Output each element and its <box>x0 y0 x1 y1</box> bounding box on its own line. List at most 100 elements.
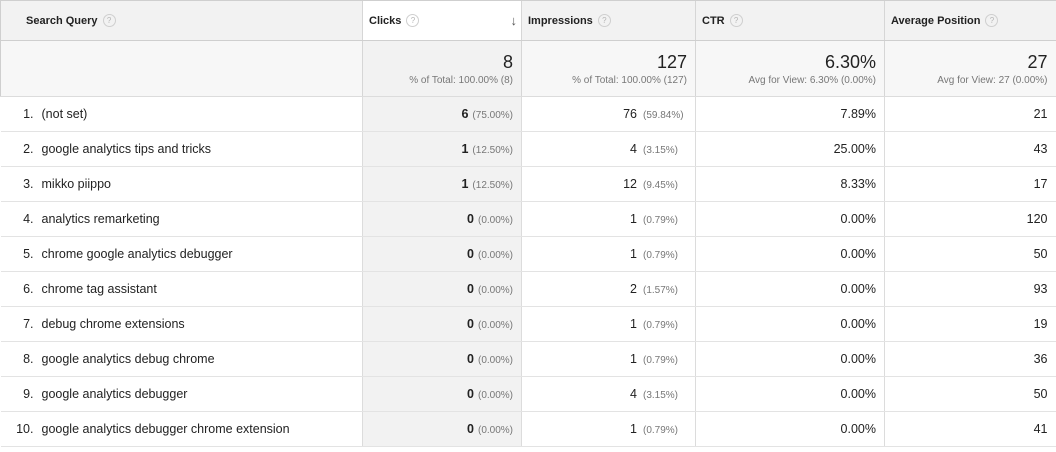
query-cell: 3. mikko piippo <box>0 166 363 202</box>
row-rank: 6. <box>23 282 34 296</box>
ctr-value: 0.00% <box>840 422 876 436</box>
impressions-value: 2 <box>630 282 637 296</box>
clicks-percent: (0.00%) <box>477 215 513 226</box>
impressions-cell: 1 (0.79%) <box>521 236 696 272</box>
search-query-link[interactable]: mikko piippo <box>41 177 111 191</box>
clicks-value: 0 <box>467 317 474 331</box>
row-rank: 8. <box>23 352 34 366</box>
impressions-cell: 76 (59.84%) <box>521 96 696 132</box>
search-query-link[interactable]: debug chrome extensions <box>41 317 185 331</box>
column-header-impressions[interactable]: Impressions? <box>521 0 696 41</box>
average-position-cell: 36 <box>884 341 1056 377</box>
search-query-link[interactable]: chrome tag assistant <box>41 282 157 296</box>
clicks-value: 0 <box>467 212 474 226</box>
help-icon[interactable]: ? <box>729 14 743 27</box>
table-row: 6. chrome tag assistant 0 (0.00%) 2 (1.57%)… <box>0 271 1056 307</box>
column-header-ctr[interactable]: CTR? <box>695 0 885 41</box>
table-row: 5. chrome google analytics debugger 0 (0.0… <box>0 236 1056 272</box>
sort-descending-icon[interactable]: ↓ <box>510 13 518 28</box>
totals-average-position: 27 Avg for View: 27 (0.00%) <box>884 40 1056 97</box>
help-icon[interactable]: ? <box>406 14 420 27</box>
impressions-cell: 2 (1.57%) <box>521 271 696 307</box>
search-query-link[interactable]: (not set) <box>41 107 88 121</box>
row-rank: 4. <box>23 212 34 226</box>
average-position-value: 17 <box>1033 177 1048 191</box>
search-query-link[interactable]: google analytics debugger chrome extensi… <box>41 422 290 436</box>
average-position-value: 50 <box>1033 387 1048 401</box>
clicks-cell: 1 (12.50%) <box>362 131 522 167</box>
help-icon[interactable]: ? <box>597 14 611 27</box>
help-icon[interactable]: ? <box>985 14 999 27</box>
row-rank: 1. <box>23 107 34 121</box>
impressions-percent: (0.79%) <box>643 215 679 226</box>
impressions-value: 1 <box>630 317 637 331</box>
impressions-percent: (0.79%) <box>643 355 679 366</box>
search-query-link[interactable]: google analytics debug chrome <box>41 352 215 366</box>
ctr-value: 0.00% <box>840 387 876 401</box>
clicks-percent: (0.00%) <box>477 425 513 436</box>
clicks-cell: 0 (0.00%) <box>362 341 522 377</box>
impressions-cell: 1 (0.79%) <box>521 306 696 342</box>
table-row: 7. debug chrome extensions 0 (0.00%) 1 (0.7… <box>0 306 1056 342</box>
average-position-cell: 50 <box>884 236 1056 272</box>
ctr-value: 7.89% <box>840 107 876 121</box>
column-header-average-position[interactable]: Average Position? <box>884 0 1056 41</box>
impressions-value: 4 <box>630 387 637 401</box>
table-row: 3. mikko piippo 1 (12.50%) 12 (9.45%) 8.33%… <box>0 166 1056 202</box>
total-value: 6.30% <box>824 52 876 72</box>
average-position-value: 93 <box>1033 282 1048 296</box>
query-cell: 4. analytics remarketing <box>0 201 363 237</box>
query-cell: 9. google analytics debugger <box>0 376 363 412</box>
clicks-cell: 0 (0.00%) <box>362 306 522 342</box>
clicks-value: 0 <box>467 352 474 366</box>
ctr-cell: 0.00% <box>695 236 885 272</box>
column-header-label: Clicks <box>369 15 402 27</box>
help-icon[interactable]: ? <box>102 14 116 27</box>
impressions-value: 4 <box>630 142 637 156</box>
impressions-percent: (9.45%) <box>643 180 679 191</box>
table-row: 8. google analytics debug chrome 0 (0.00%)… <box>0 341 1056 377</box>
impressions-cell: 4 (3.15%) <box>521 131 696 167</box>
clicks-value: 0 <box>467 422 474 436</box>
impressions-value: 76 <box>623 107 637 121</box>
column-header-label: Search Query <box>26 15 98 27</box>
clicks-percent: (0.00%) <box>477 390 513 401</box>
query-cell: 7. debug chrome extensions <box>0 306 363 342</box>
search-query-link[interactable]: analytics remarketing <box>41 212 160 226</box>
search-query-link[interactable]: google analytics tips and tricks <box>41 142 212 156</box>
average-position-value: 21 <box>1033 107 1048 121</box>
total-subtext: % of Total: 100.00% (8) <box>409 75 513 86</box>
average-position-value: 43 <box>1033 142 1048 156</box>
ctr-value: 25.00% <box>833 142 876 156</box>
column-header-label: Average Position <box>891 15 981 27</box>
average-position-value: 36 <box>1033 352 1048 366</box>
average-position-cell: 41 <box>884 411 1056 447</box>
column-header-label: Impressions <box>528 15 593 27</box>
impressions-value: 12 <box>623 177 637 191</box>
impressions-cell: 1 (0.79%) <box>521 201 696 237</box>
row-rank: 9. <box>23 387 34 401</box>
clicks-percent: (0.00%) <box>477 285 513 296</box>
column-header-label: CTR <box>702 15 725 27</box>
clicks-percent: (12.50%) <box>472 180 513 191</box>
ctr-value: 0.00% <box>840 317 876 331</box>
ctr-cell: 0.00% <box>695 271 885 307</box>
ctr-cell: 0.00% <box>695 306 885 342</box>
search-query-link[interactable]: google analytics debugger <box>41 387 188 401</box>
ctr-cell: 0.00% <box>695 411 885 447</box>
impressions-cell: 4 (3.15%) <box>521 376 696 412</box>
average-position-cell: 50 <box>884 376 1056 412</box>
column-header-clicks[interactable]: Clicks? ↓ <box>362 0 522 41</box>
ctr-cell: 25.00% <box>695 131 885 167</box>
search-query-link[interactable]: chrome google analytics debugger <box>41 247 233 261</box>
row-rank: 7. <box>23 317 34 331</box>
query-cell: 5. chrome google analytics debugger <box>0 236 363 272</box>
total-value: 127 <box>656 52 687 72</box>
column-header-search-query[interactable]: Search Query? <box>0 0 363 41</box>
average-position-value: 41 <box>1033 422 1048 436</box>
clicks-value: 1 <box>461 177 469 191</box>
total-subtext: Avg for View: 27 (0.00%) <box>937 75 1048 86</box>
clicks-percent: (0.00%) <box>477 355 513 366</box>
average-position-value: 120 <box>1026 212 1048 226</box>
